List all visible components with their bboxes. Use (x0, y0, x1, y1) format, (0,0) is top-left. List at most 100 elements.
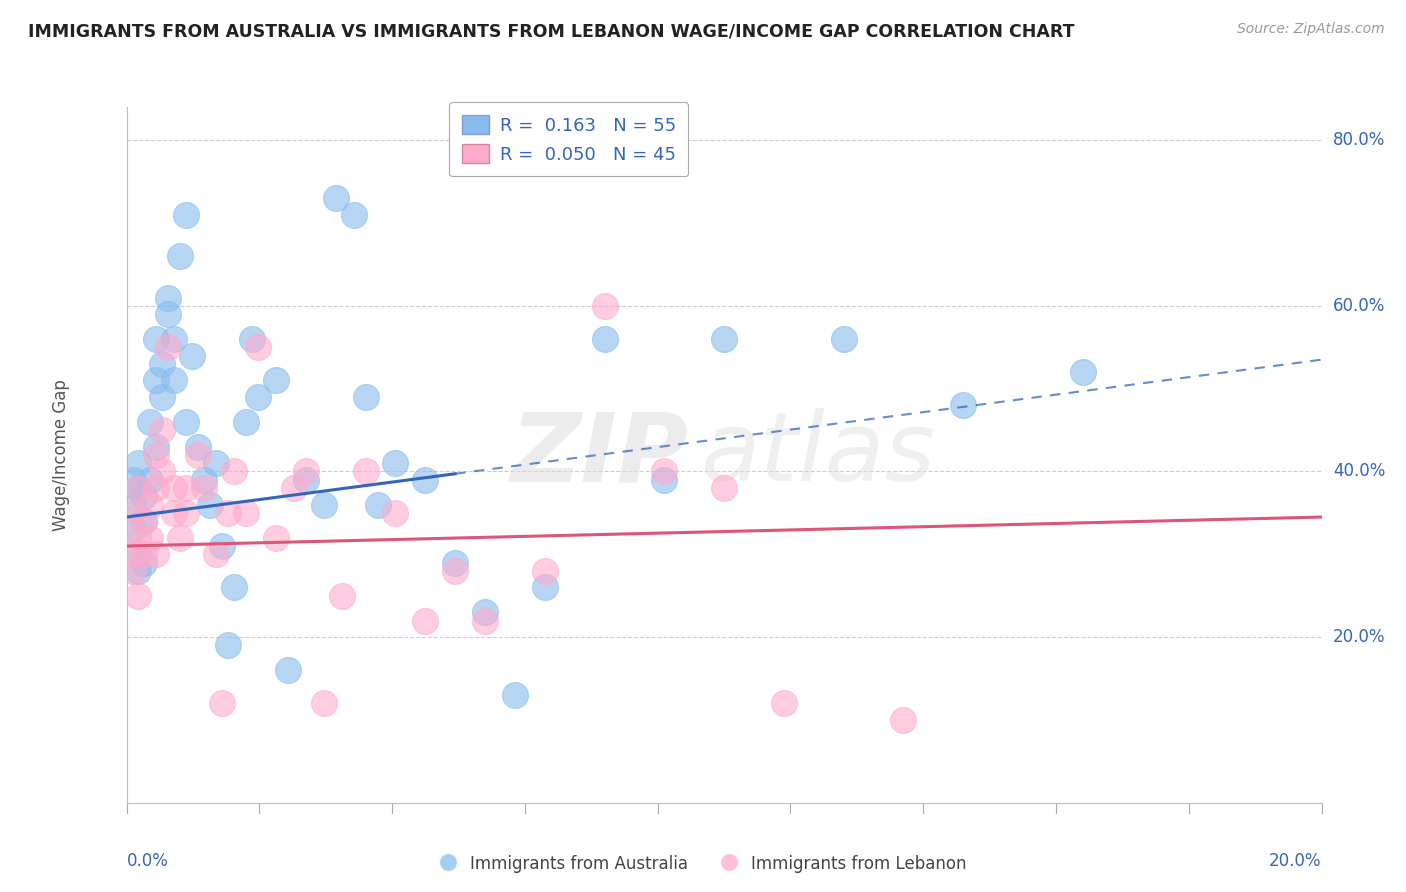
Point (264, 373, 287, 387)
Point (193, 473, 215, 487)
Text: 40.0%: 40.0% (1333, 462, 1385, 481)
Point (235, 506, 257, 520)
Point (163, 481, 186, 495)
Point (139, 531, 162, 545)
Point (163, 373, 186, 387)
Point (163, 506, 186, 520)
Point (354, 390, 377, 404)
Point (952, 398, 974, 412)
Point (152, 357, 174, 371)
Point (264, 531, 287, 545)
Point (294, 465, 316, 479)
Point (247, 390, 270, 404)
Point (127, 531, 149, 545)
Point (325, 191, 347, 205)
Point (121, 473, 143, 487)
Point (384, 506, 406, 520)
Point (444, 556, 467, 570)
Text: 0.0%: 0.0% (127, 852, 169, 870)
Text: 80.0%: 80.0% (1333, 131, 1385, 149)
Point (187, 440, 209, 454)
Text: 20.0%: 20.0% (1333, 628, 1385, 646)
Point (205, 547, 228, 561)
Point (157, 340, 180, 354)
Point (211, 697, 233, 711)
Point (211, 539, 233, 553)
Point (294, 473, 316, 487)
Point (169, 249, 191, 263)
Point (652, 473, 675, 487)
Point (134, 489, 156, 503)
Point (152, 390, 174, 404)
Point (134, 514, 156, 528)
Point (893, 713, 915, 727)
Point (145, 373, 167, 387)
Point (1071, 365, 1094, 379)
Text: atlas: atlas (700, 409, 935, 501)
Point (283, 481, 305, 495)
Point (145, 448, 167, 462)
Point (174, 415, 197, 429)
Point (127, 456, 149, 470)
Point (354, 465, 377, 479)
Point (832, 332, 855, 346)
Point (187, 448, 209, 462)
Point (139, 415, 162, 429)
Text: IMMIGRANTS FROM AUSTRALIA VS IMMIGRANTS FROM LEBANON WAGE/INCOME GAP CORRELATION: IMMIGRANTS FROM AUSTRALIA VS IMMIGRANTS … (28, 22, 1074, 40)
Point (444, 564, 467, 578)
Point (127, 589, 149, 603)
Point (384, 456, 406, 470)
Point (312, 697, 335, 711)
Point (503, 688, 526, 702)
Point (474, 605, 496, 619)
Legend: R =  0.163   N = 55, R =  0.050   N = 45: R = 0.163 N = 55, R = 0.050 N = 45 (449, 103, 689, 177)
Point (152, 465, 174, 479)
Point (652, 465, 675, 479)
Point (222, 465, 246, 479)
Point (534, 581, 557, 595)
Point (205, 456, 228, 470)
Point (121, 564, 143, 578)
Point (139, 498, 162, 512)
Point (127, 481, 149, 495)
Point (415, 614, 437, 628)
Point (773, 697, 796, 711)
Point (217, 639, 239, 653)
Point (174, 481, 197, 495)
Point (593, 299, 616, 313)
Point (134, 556, 156, 570)
Point (222, 581, 246, 595)
Point (145, 332, 167, 346)
Point (330, 589, 353, 603)
Point (127, 547, 149, 561)
Point (152, 423, 174, 437)
Point (193, 481, 215, 495)
Point (127, 564, 149, 578)
Point (474, 614, 496, 628)
Point (145, 547, 167, 561)
Point (181, 349, 204, 363)
Point (366, 498, 388, 512)
Point (217, 506, 239, 520)
Point (174, 506, 197, 520)
Point (200, 498, 222, 512)
Point (139, 473, 162, 487)
Point (235, 415, 257, 429)
Point (121, 498, 143, 512)
Point (415, 473, 437, 487)
Point (312, 498, 335, 512)
Point (169, 531, 191, 545)
Point (277, 663, 299, 677)
Legend: Immigrants from Australia, Immigrants from Lebanon: Immigrants from Australia, Immigrants fr… (433, 848, 973, 880)
Point (240, 332, 263, 346)
Point (134, 547, 156, 561)
Point (163, 332, 186, 346)
Text: Wage/Income Gap: Wage/Income Gap (52, 379, 70, 531)
Point (713, 481, 735, 495)
Point (121, 547, 143, 561)
Text: 20.0%: 20.0% (1270, 852, 1322, 870)
Point (593, 332, 616, 346)
Point (145, 440, 167, 454)
Text: Source: ZipAtlas.com: Source: ZipAtlas.com (1237, 22, 1385, 37)
Point (145, 481, 167, 495)
